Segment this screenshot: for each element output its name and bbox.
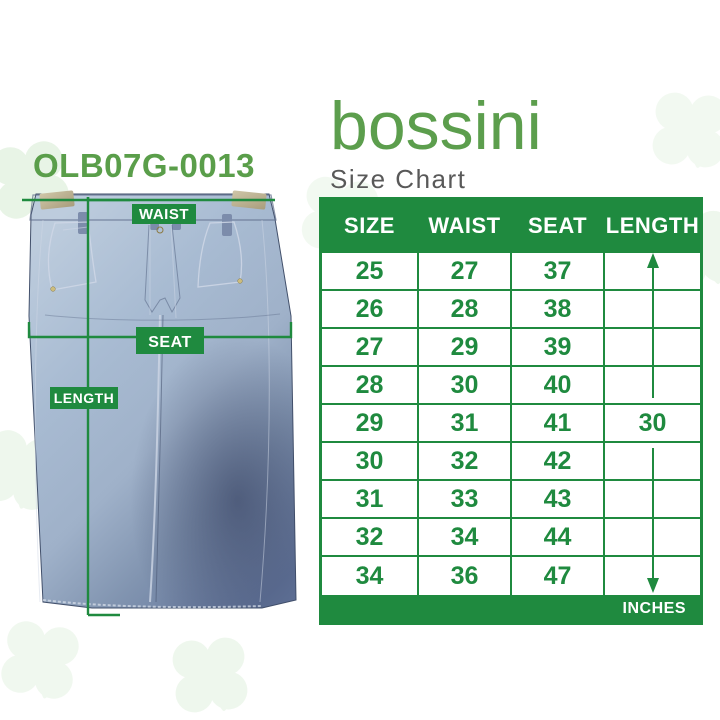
svg-text:LENGTH: LENGTH xyxy=(54,390,115,406)
svg-text:WAIST: WAIST xyxy=(139,206,189,223)
svg-text:SEAT: SEAT xyxy=(148,334,191,351)
